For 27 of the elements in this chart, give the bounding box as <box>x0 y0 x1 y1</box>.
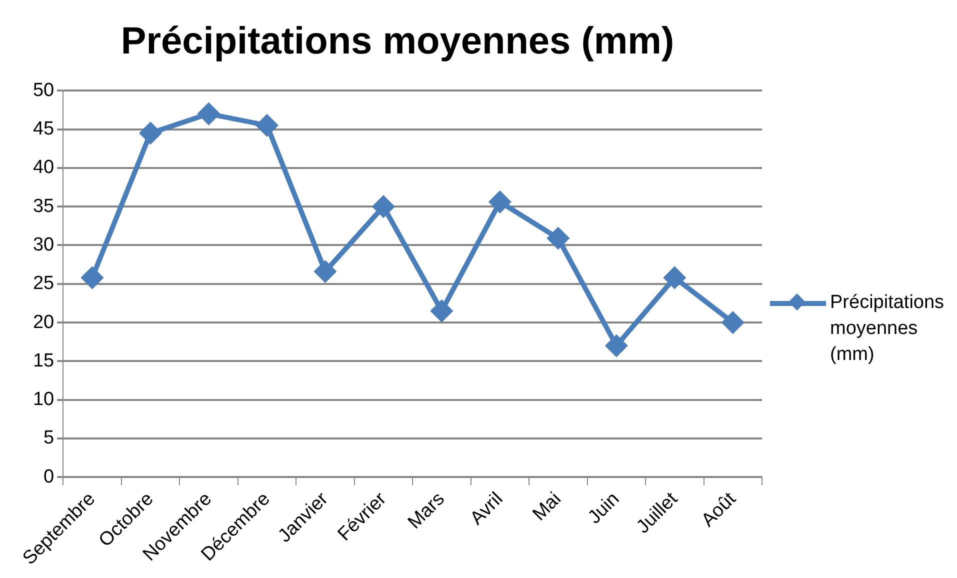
y-tick-label: 40 <box>32 157 54 178</box>
point <box>722 312 744 334</box>
point <box>664 267 686 288</box>
y-tick-label: 25 <box>32 273 54 294</box>
x-tick-label: Juin <box>584 488 624 528</box>
y-tick-label: 35 <box>32 196 54 217</box>
point <box>548 228 569 249</box>
point <box>489 191 510 212</box>
y-tick-label: 45 <box>32 118 54 140</box>
point <box>256 114 278 136</box>
y-tick-label: 0 <box>44 466 54 488</box>
y-tick-label: 15 <box>32 350 54 372</box>
y-tick-label: 5 <box>44 428 54 449</box>
point <box>431 300 452 322</box>
point <box>606 335 627 356</box>
point <box>314 261 336 282</box>
legend-label: Précipitations moyennes (mm) <box>830 291 946 367</box>
point <box>198 103 220 124</box>
chart-title: Précipitations moyennes (mm) <box>120 20 674 62</box>
y-tick-label: 10 <box>32 389 54 410</box>
y-tick-label: 20 <box>32 312 54 333</box>
y-tick-label: 50 <box>32 80 54 101</box>
point <box>140 122 161 144</box>
point <box>372 196 394 218</box>
point <box>82 267 103 288</box>
x-tick-label: Mai <box>528 488 566 526</box>
y-tick-label: 30 <box>32 234 54 256</box>
